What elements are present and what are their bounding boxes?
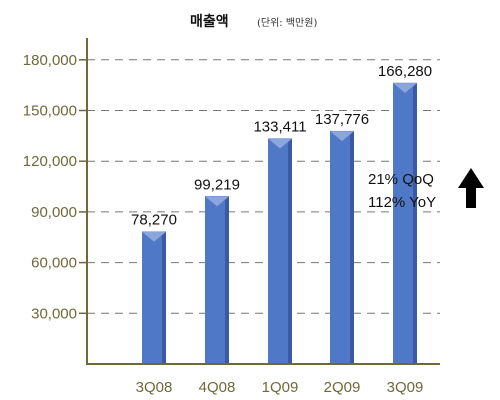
bars: 78,270 99,219 133,411 137,776 166,280 — [131, 63, 432, 364]
bar-value-label: 137,776 — [315, 111, 369, 128]
chart-title: 매출액 — [190, 13, 229, 30]
bar-side — [350, 131, 354, 364]
bar-3Q08: 78,270 — [131, 212, 177, 364]
yoy-growth-note: 112% YoY — [368, 194, 436, 211]
bar-cap — [392, 82, 418, 94]
y-tick-label: 30,000 — [31, 305, 77, 322]
y-axis-ticks: 30,000 60,000 90,000 120,000 150,000 180,000 — [23, 52, 87, 322]
x-axis-ticks: 3Q08 4Q08 1Q09 2Q09 3Q09 — [136, 379, 424, 396]
x-tick-label: 1Q09 — [262, 379, 299, 396]
bar-1Q09: 133,411 — [253, 119, 307, 364]
bar-4Q08: 99,219 — [194, 176, 240, 364]
bar-side — [288, 138, 292, 364]
bar-side — [225, 196, 229, 364]
bar-cap — [329, 130, 355, 142]
bar-cap — [141, 231, 167, 243]
x-tick-label: 3Q09 — [387, 379, 424, 396]
bar-3Q09: 166,280 — [378, 63, 432, 364]
x-tick-label: 4Q08 — [199, 379, 236, 396]
y-tick-label: 60,000 — [31, 255, 77, 272]
y-tick-label: 120,000 — [23, 153, 77, 170]
bar-side — [162, 231, 166, 364]
bar-value-label: 99,219 — [194, 176, 240, 193]
y-tick-label: 90,000 — [31, 204, 77, 221]
bar-cap — [204, 196, 230, 207]
bar-value-label: 133,411 — [253, 119, 306, 136]
x-tick-label: 2Q09 — [324, 379, 361, 396]
y-tick-label: 150,000 — [23, 103, 77, 120]
bar-side — [413, 82, 417, 364]
chart-unit-label: (단위: 백만원) — [257, 16, 317, 29]
bar-value-label: 78,270 — [131, 212, 177, 229]
bar-2Q09: 137,776 — [315, 111, 369, 364]
qoq-growth-note: 21% QoQ — [368, 171, 434, 188]
up-arrow-icon — [458, 168, 484, 208]
bar-cap — [267, 138, 293, 149]
y-tick-label: 180,000 — [23, 52, 77, 69]
x-tick-label: 3Q08 — [136, 379, 173, 396]
bar-value-label: 166,280 — [378, 63, 432, 80]
